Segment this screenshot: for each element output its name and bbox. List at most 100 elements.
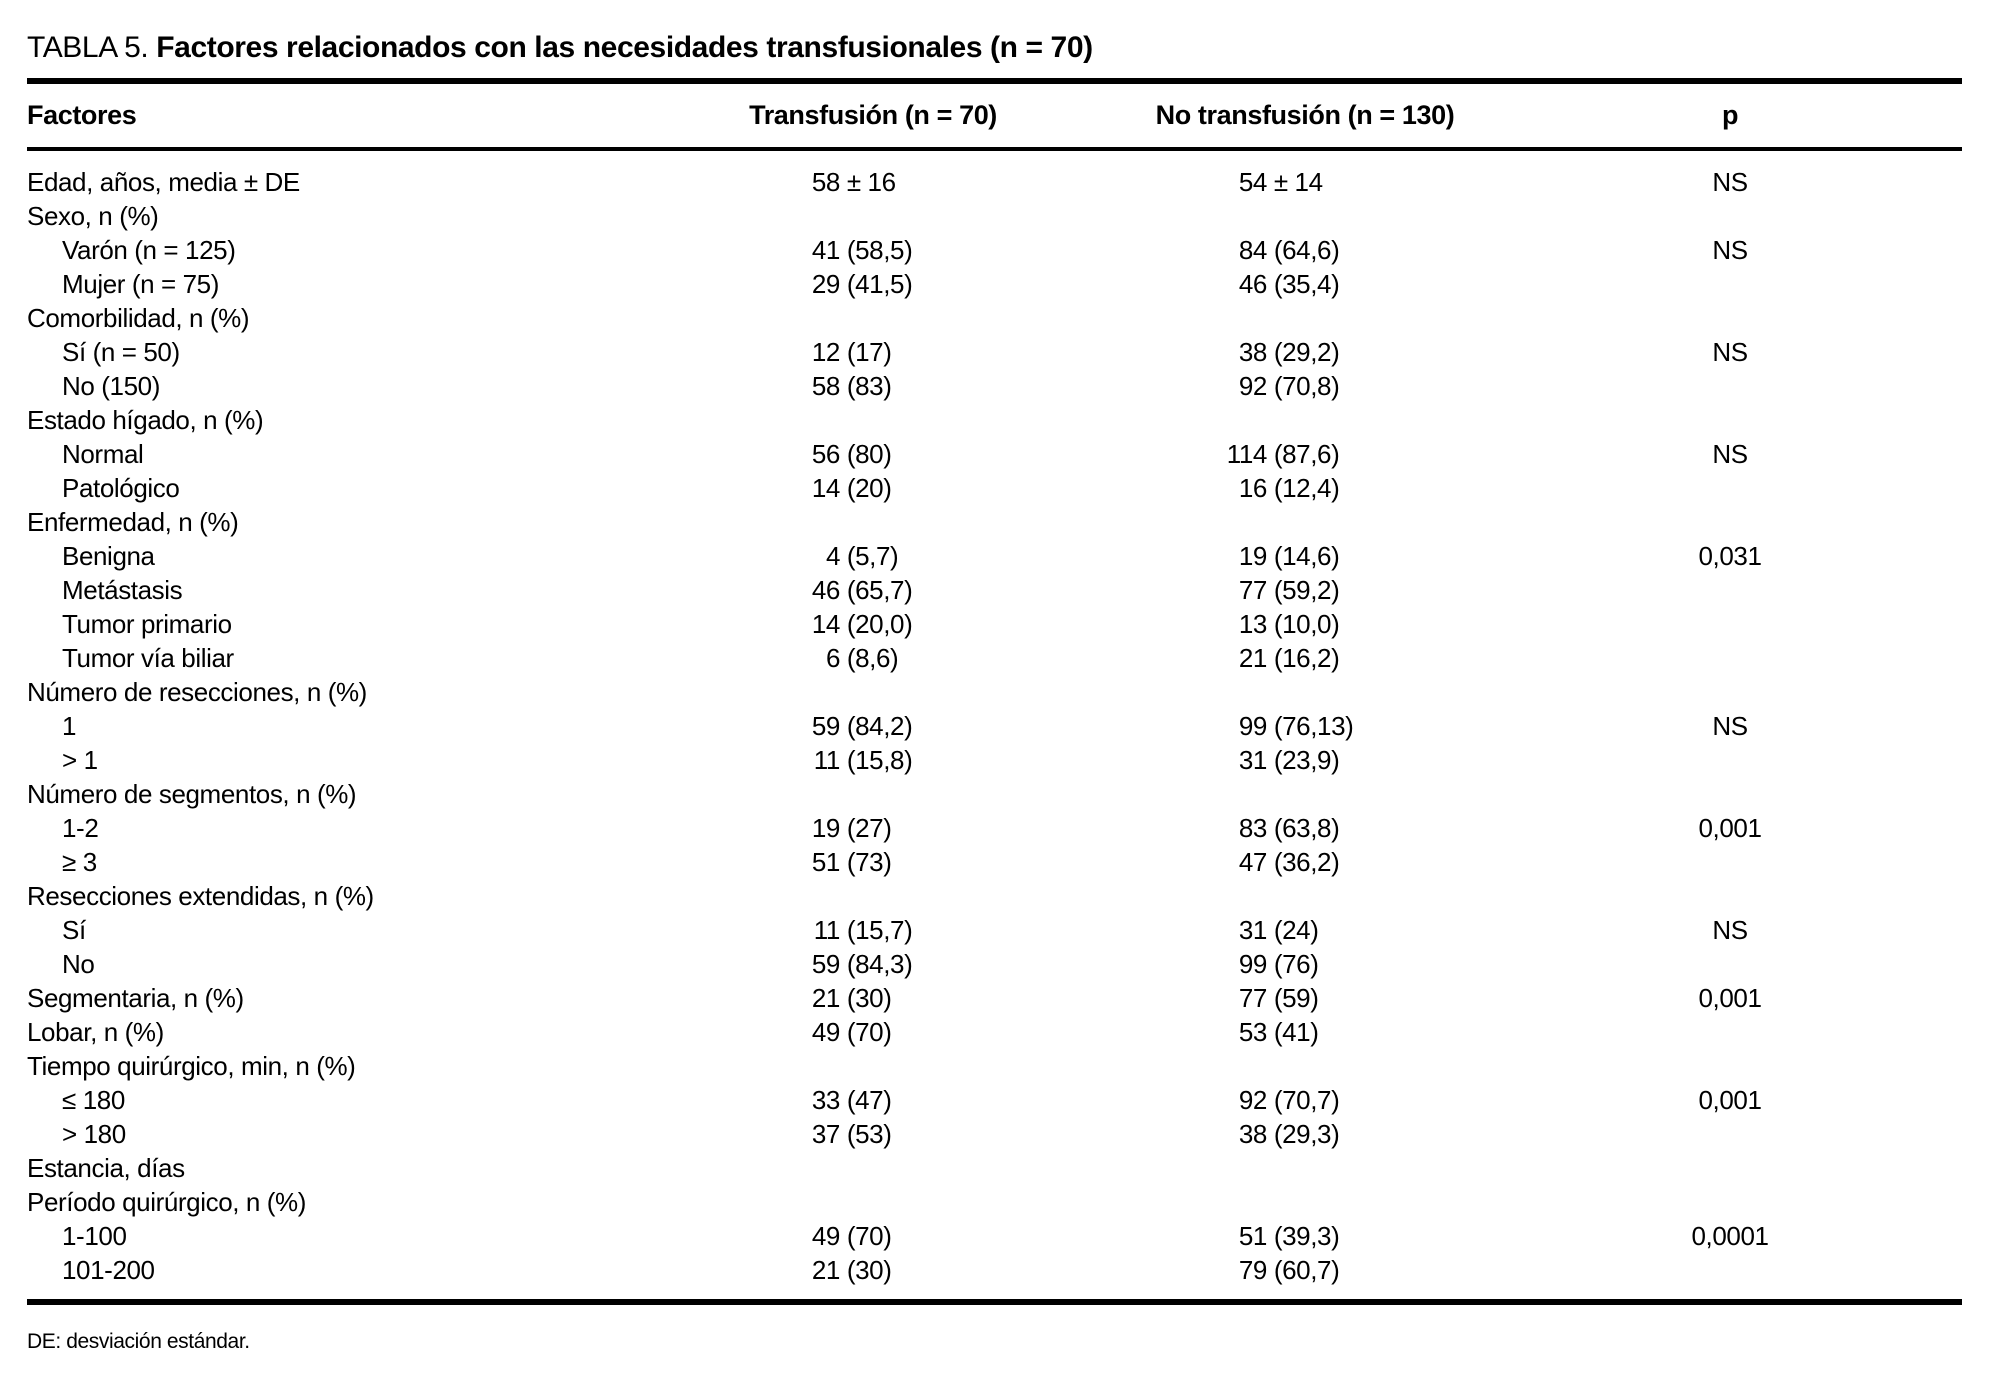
value-count: 77 [1238, 575, 1268, 605]
transfusion-value: 51 (73) [723, 845, 1023, 879]
value-percent: (65,7) [840, 575, 913, 605]
no-transfusion-value: 51 (39,3) [1023, 1219, 1485, 1253]
table-row: Benigna 4 (5,7) 19 (14,6) 0,031 [27, 539, 1962, 573]
row-label: Segmentaria, n (%) [27, 983, 244, 1013]
table-header-row: Factores Transfusión (n = 70) No transfu… [27, 78, 1962, 151]
value-count: 114 [1226, 439, 1268, 469]
table-row: Estancia, días [27, 1151, 1962, 1185]
transfusion-value: 21 (30) [723, 981, 1023, 1015]
value-count: 84 [1238, 235, 1268, 265]
table-footnote: DE: desviación estándar. [27, 1330, 250, 1353]
table-row: Sexo, n (%) [27, 199, 1962, 233]
value-percent: (84,3) [840, 949, 913, 979]
row-label: > 180 [62, 1119, 126, 1149]
col-header-factores: Factores [27, 100, 137, 130]
no-transfusion-value: 99 (76,13) [1023, 709, 1485, 743]
row-label: 1 [62, 711, 77, 741]
table-row: ≤ 180 33 (47) 92 (70,7) 0,001 [27, 1083, 1962, 1117]
value-percent: (73) [840, 847, 892, 877]
no-transfusion-value [1023, 879, 1485, 913]
value-percent: (17) [840, 337, 892, 367]
row-label: ≥ 3 [62, 847, 97, 877]
value-percent: (76,13) [1267, 711, 1354, 741]
value-count: 38 [1238, 1119, 1268, 1149]
transfusion-value [723, 1185, 1023, 1219]
table-row: > 1 11 (15,8) 31 (23,9) [27, 743, 1962, 777]
row-label: Sí [62, 915, 86, 945]
transfusion-value: 58 (83) [723, 369, 1023, 403]
no-transfusion-value: 38 (29,3) [1023, 1117, 1485, 1151]
value-percent: (30) [840, 983, 892, 1013]
value-percent: (12,4) [1267, 473, 1340, 503]
row-label: 1-100 [62, 1221, 127, 1251]
no-transfusion-value [1023, 403, 1485, 437]
row-label: Período quirúrgico, n (%) [27, 1187, 307, 1217]
transfusion-value [723, 777, 1023, 811]
value-count: 6 [825, 643, 840, 673]
transfusion-value: 49 (70) [723, 1015, 1023, 1049]
value-percent: (63,8) [1267, 813, 1340, 843]
p-value [1485, 1117, 1962, 1151]
table-row: No 59 (84,3) 99 (76) [27, 947, 1962, 981]
value-percent: (20,0) [840, 609, 913, 639]
p-value [1485, 1151, 1962, 1185]
value-count: 77 [1238, 983, 1268, 1013]
value-count: 99 [1238, 949, 1268, 979]
value-percent: (76) [1267, 949, 1319, 979]
no-transfusion-value: 53 (41) [1023, 1015, 1485, 1049]
table-row: Edad, años, media ± DE 58 ± 16 54 ± 14 NS [27, 165, 1962, 199]
no-transfusion-value: 13 (10,0) [1023, 607, 1485, 641]
value-count: 41 [811, 235, 841, 265]
table-body: Edad, años, media ± DE 58 ± 16 54 ± 14 NS Se… [27, 151, 1962, 1305]
value-percent: (15,7) [840, 915, 913, 945]
row-label: No [62, 949, 95, 979]
col-header-p: p [1721, 100, 1739, 130]
table-row: Sí (n = 50) 12 (17) 38 (29,2) NS [27, 335, 1962, 369]
no-transfusion-value: 19 (14,6) [1023, 539, 1485, 573]
value-percent: (5,7) [840, 541, 899, 571]
transfusion-value: 19 (27) [723, 811, 1023, 845]
p-value: NS [1712, 711, 1748, 741]
p-value [1485, 199, 1962, 233]
row-label: Comorbilidad, n (%) [27, 303, 250, 333]
table-row: 1 59 (84,2) 99 (76,13) NS [27, 709, 1962, 743]
table-row: Patológico 14 (20) 16 (12,4) [27, 471, 1962, 505]
value-count: 58 [811, 167, 841, 197]
value-percent: (35,4) [1267, 269, 1340, 299]
no-transfusion-value: 92 (70,7) [1023, 1083, 1485, 1117]
no-transfusion-value: 83 (63,8) [1023, 811, 1485, 845]
row-label: Varón (n = 125) [62, 235, 236, 265]
table-row: Tumor vía biliar 6 (8,6) 21 (16,2) [27, 641, 1962, 675]
value-count: 51 [811, 847, 841, 877]
no-transfusion-value: 31 (23,9) [1023, 743, 1485, 777]
p-value [1485, 607, 1962, 641]
table-row: Mujer (n = 75) 29 (41,5) 46 (35,4) [27, 267, 1962, 301]
value-count: 51 [1238, 1221, 1268, 1251]
value-percent: ± 14 [1267, 167, 1323, 197]
value-count: 58 [811, 371, 841, 401]
value-percent: (70,7) [1267, 1085, 1340, 1115]
no-transfusion-value [1023, 1049, 1485, 1083]
p-value [1485, 675, 1962, 709]
table-row: Tiempo quirúrgico, min, n (%) [27, 1049, 1962, 1083]
transfusion-value: 59 (84,2) [723, 709, 1023, 743]
no-transfusion-value: 79 (60,7) [1023, 1253, 1485, 1287]
value-count: 21 [811, 1255, 841, 1285]
value-percent: (36,2) [1267, 847, 1340, 877]
value-percent: (84,2) [840, 711, 913, 741]
no-transfusion-value [1023, 199, 1485, 233]
no-transfusion-value: 114 (87,6) [1023, 437, 1485, 471]
table-row: Normal 56 (80) 114 (87,6) NS [27, 437, 1962, 471]
value-percent: (10,0) [1267, 609, 1340, 639]
p-value: 0,0001 [1691, 1221, 1769, 1251]
transfusion-value: 46 (65,7) [723, 573, 1023, 607]
table-row: ≥ 3 51 (73) 47 (36,2) [27, 845, 1962, 879]
p-value [1485, 369, 1962, 403]
no-transfusion-value: 16 (12,4) [1023, 471, 1485, 505]
p-value [1485, 641, 1962, 675]
no-transfusion-value [1023, 675, 1485, 709]
p-value: 0,031 [1698, 541, 1762, 571]
value-count: 37 [811, 1119, 841, 1149]
row-label: Tiempo quirúrgico, min, n (%) [27, 1051, 356, 1081]
transfusion-value [723, 403, 1023, 437]
